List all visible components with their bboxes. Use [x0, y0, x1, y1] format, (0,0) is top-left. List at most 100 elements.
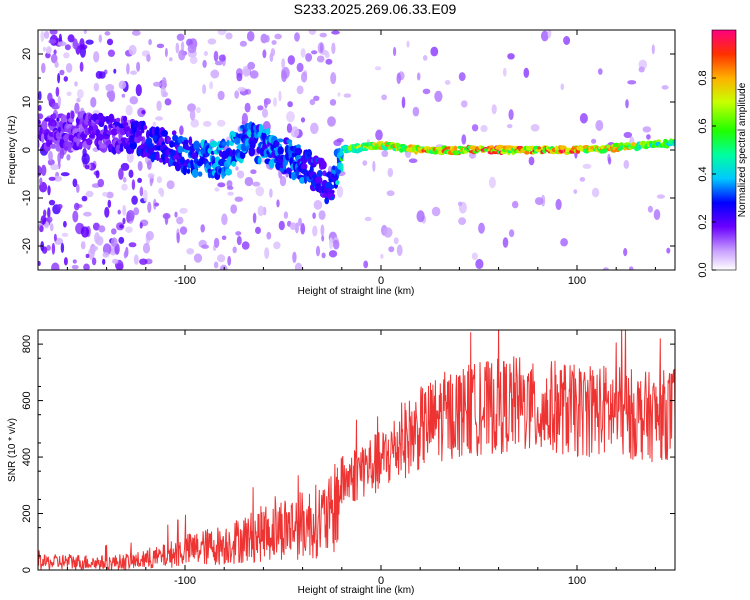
- heatmap-noise-blob: [264, 98, 268, 109]
- heatmap-ridge-blob: [56, 117, 60, 123]
- heatmap-noise-blob: [63, 52, 70, 59]
- heatmap-noise-blob: [200, 224, 205, 233]
- heatmap-noise-blob: [333, 239, 340, 250]
- heatmap-noise-blob: [83, 263, 90, 270]
- heatmap-ridge-blob: [436, 146, 443, 151]
- heatmap-noise-blob: [471, 124, 479, 132]
- heatmap-ridge-blob: [554, 145, 559, 151]
- heatmap-noise-blob: [623, 159, 630, 169]
- heatmap-ridge-blob: [306, 149, 313, 158]
- heatmap-noise-blob: [202, 120, 212, 127]
- spectrogram-ylabel: Frequency (Hz): [7, 116, 18, 185]
- heatmap-noise-blob: [41, 164, 47, 176]
- heatmap-noise-blob: [97, 178, 105, 188]
- heatmap-ridge-blob: [524, 150, 530, 155]
- heatmap-ridge-blob: [133, 120, 140, 127]
- heatmap-noise-blob: [57, 95, 61, 107]
- heatmap-ridge-blob: [240, 124, 246, 129]
- heatmap-noise-blob: [202, 84, 207, 94]
- heatmap-noise-blob: [93, 51, 100, 63]
- heatmap-noise-blob: [164, 98, 172, 106]
- heatmap-ridge-blob: [235, 136, 240, 144]
- heatmap-noise-blob: [294, 32, 300, 42]
- heatmap-ridge-blob: [179, 156, 185, 165]
- heatmap-noise-blob: [236, 72, 243, 82]
- heatmap-noise-blob: [54, 61, 59, 68]
- heatmap-noise-blob: [343, 93, 352, 98]
- heatmap-noise-blob: [147, 173, 155, 179]
- heatmap-noise-blob: [39, 225, 44, 233]
- heatmap-noise-blob: [547, 30, 552, 39]
- heatmap-noise-blob: [176, 232, 180, 244]
- heatmap-ridge-blob: [184, 146, 191, 151]
- heatmap-noise-blob: [164, 213, 169, 226]
- heatmap-noise-blob: [555, 198, 562, 211]
- heatmap-noise-blob: [72, 178, 78, 188]
- heatmap-noise-blob: [363, 260, 369, 269]
- heatmap-ridge-blob: [340, 163, 344, 173]
- heatmap-ridge-blob: [196, 147, 201, 153]
- heatmap-noise-blob: [642, 126, 652, 133]
- heatmap-ridge-blob: [300, 163, 308, 171]
- heatmap-noise-blob: [255, 226, 261, 234]
- heatmap-noise-blob: [541, 30, 549, 42]
- heatmap-noise-blob: [131, 195, 138, 205]
- heatmap-noise-blob: [217, 30, 227, 36]
- heatmap-noise-blob: [458, 72, 466, 82]
- heatmap-noise-blob: [312, 212, 316, 219]
- heatmap-noise-blob: [488, 176, 496, 189]
- heatmap-noise-blob: [77, 89, 84, 99]
- x-tick-label: 0: [378, 575, 384, 587]
- heatmap-ridge-blob: [63, 133, 69, 144]
- heatmap-noise-blob: [247, 61, 256, 70]
- heatmap-noise-blob: [92, 222, 100, 231]
- heatmap-noise-blob: [63, 257, 68, 266]
- heatmap-ridge-blob: [51, 122, 57, 127]
- heatmap-noise-blob: [50, 53, 58, 64]
- heatmap-noise-blob: [60, 242, 65, 253]
- heatmap-noise-blob: [48, 176, 56, 181]
- heatmap-ridge-blob: [600, 149, 608, 153]
- heatmap-noise-blob: [591, 187, 600, 198]
- heatmap-noise-blob: [179, 207, 188, 214]
- heatmap-noise-blob: [88, 248, 95, 260]
- heatmap-noise-blob: [166, 180, 175, 190]
- heatmap-noise-blob: [232, 246, 237, 254]
- heatmap-noise-blob: [560, 238, 568, 247]
- heatmap-noise-blob: [67, 34, 75, 43]
- heatmap-noise-blob: [244, 176, 254, 187]
- heatmap-noise-blob: [156, 43, 165, 49]
- heatmap-noise-blob: [128, 242, 137, 248]
- heatmap-noise-blob: [281, 70, 287, 82]
- heatmap-noise-blob: [336, 138, 344, 143]
- heatmap-noise-blob: [416, 72, 421, 81]
- heatmap-ridge-blob: [315, 176, 323, 185]
- heatmap-noise-blob: [298, 217, 302, 227]
- heatmap-ridge-blob: [265, 128, 271, 136]
- heatmap-ridge-blob: [171, 130, 177, 136]
- heatmap-noise-blob: [76, 184, 80, 193]
- heatmap-noise-blob: [235, 231, 242, 236]
- heatmap-noise-blob: [40, 31, 45, 42]
- heatmap-noise-blob: [324, 52, 330, 59]
- heatmap-noise-blob: [47, 185, 51, 196]
- heatmap-noise-blob: [43, 209, 47, 218]
- heatmap-ridge-blob: [339, 148, 343, 157]
- heatmap-noise-blob: [131, 179, 136, 191]
- heatmap-noise-blob: [416, 210, 425, 223]
- heatmap-noise-blob: [651, 44, 655, 55]
- heatmap-noise-blob: [130, 70, 138, 75]
- heatmap-noise-blob: [301, 71, 308, 83]
- heatmap-noise-blob: [155, 116, 164, 121]
- heatmap-noise-blob: [286, 111, 295, 123]
- heatmap-noise-blob: [244, 102, 251, 113]
- heatmap-noise-blob: [118, 80, 127, 90]
- snr-ylabel: SNR (10 * v/v): [7, 418, 18, 482]
- heatmap-noise-blob: [81, 195, 88, 202]
- heatmap-noise-blob: [146, 54, 151, 62]
- heatmap-noise-blob: [85, 190, 94, 198]
- heatmap-noise-blob: [207, 38, 217, 45]
- heatmap-noise-blob: [213, 50, 219, 62]
